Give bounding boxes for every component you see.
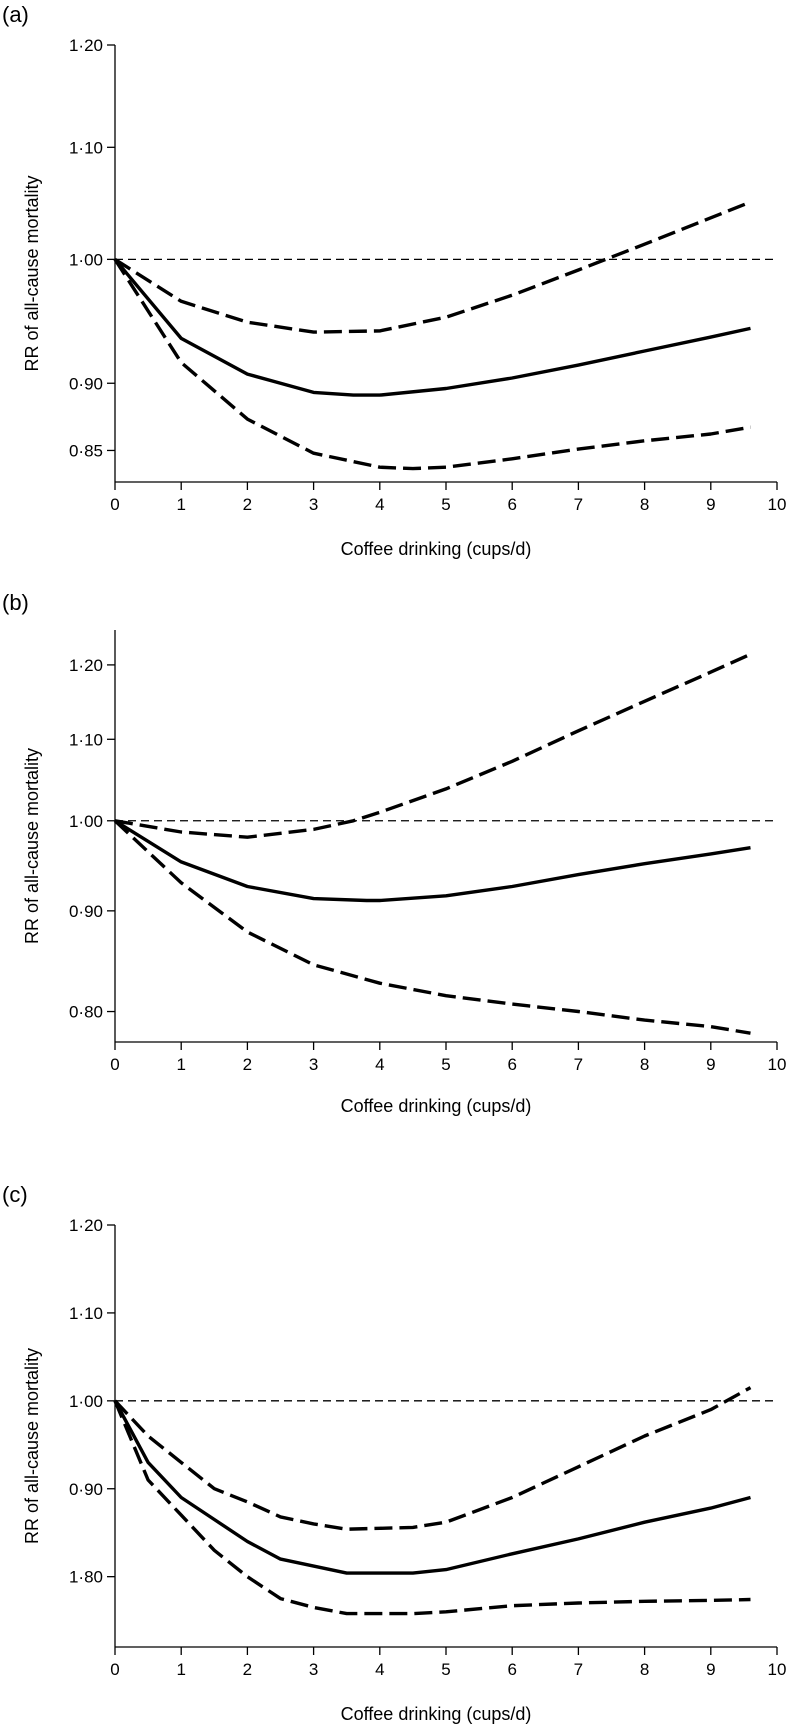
x-tick-label-a-7: 7 [574, 495, 583, 514]
x-tick-label-a-5: 5 [441, 495, 450, 514]
x-axis-title-b: Coffee drinking (cups/d) [341, 1096, 532, 1116]
x-tick-label-a-6: 6 [507, 495, 516, 514]
panel-label-a: (a) [2, 2, 29, 27]
panel-label-b: (b) [2, 590, 29, 615]
x-tick-label-b-7: 7 [574, 1055, 583, 1074]
x-tick-label-c-0: 0 [110, 1660, 119, 1679]
series-lower-ci-c [113, 1400, 751, 1616]
series-lower-ci-a [113, 258, 751, 471]
x-tick-label-b-2: 2 [243, 1055, 252, 1074]
x-tick-label-c-2: 2 [243, 1660, 252, 1679]
x-tick-label-c-4: 4 [375, 1660, 384, 1679]
chart-panel-a: (a) 0·85 0·90 1·00 1·10 1·20 0 1 2 3 4 5 6 7 8 9 10 Coffe… [0, 0, 787, 560]
y-tick-label-b-1: 0·90 [69, 902, 103, 921]
y-tick-label-a-1: 0·90 [69, 374, 103, 393]
x-tick-label-a-3: 3 [309, 495, 318, 514]
y-tick-label-b-4: 1·20 [69, 656, 103, 675]
y-tick-label-c-0: 1·80 [69, 1568, 103, 1587]
x-axis-title-c: Coffee drinking (cups/d) [341, 1704, 532, 1724]
x-tick-label-b-10: 10 [768, 1055, 787, 1074]
x-tick-label-b-6: 6 [507, 1055, 516, 1074]
x-tick-label-a-0: 0 [110, 495, 119, 514]
series-upper-ci-b [114, 652, 752, 839]
y-tick-label-c-1: 0·90 [69, 1480, 103, 1499]
y-tick-label-b-3: 1·10 [69, 730, 103, 749]
x-tick-label-c-6: 6 [507, 1660, 516, 1679]
x-tick-label-c-7: 7 [574, 1660, 583, 1679]
y-tick-label-a-3: 1·10 [69, 138, 103, 157]
y-tick-label-a-2: 1·00 [69, 250, 103, 269]
x-tick-label-b-8: 8 [640, 1055, 649, 1074]
x-tick-label-a-1: 1 [176, 495, 185, 514]
series-lower-ci-b [113, 819, 751, 1035]
x-tick-label-a-4: 4 [375, 495, 384, 514]
y-tick-label-c-2: 1·00 [69, 1392, 103, 1411]
x-tick-label-c-8: 8 [640, 1660, 649, 1679]
x-tick-label-c-3: 3 [309, 1660, 318, 1679]
series-estimate-b [114, 819, 751, 903]
x-tick-label-b-3: 3 [309, 1055, 318, 1074]
panel-label-c: (c) [2, 1182, 28, 1207]
y-tick-label-c-4: 1·20 [69, 1216, 103, 1235]
y-axis-title-c: RR of all-cause mortality [22, 1348, 42, 1544]
x-tick-label-c-9: 9 [706, 1660, 715, 1679]
x-tick-label-b-5: 5 [441, 1055, 450, 1074]
series-estimate-c [113, 1399, 751, 1575]
y-axis-title-a: RR of all-cause mortality [22, 175, 42, 371]
chart-panel-c: (c) 1·80 0·90 1·00 1·10 1·20 0 1 2 3 4 5 6 7 8 9 10 Coffe… [0, 1180, 787, 1729]
x-tick-label-c-10: 10 [768, 1660, 787, 1679]
x-tick-label-a-8: 8 [640, 495, 649, 514]
chart-panel-b: (b) 0·80 0·90 1·00 1·10 1·20 0 1 2 3 4 5 6 7 8 9 10 Coffe… [0, 590, 787, 1150]
x-tick-label-b-9: 9 [706, 1055, 715, 1074]
chart-a-svg: (a) 0·85 0·90 1·00 1·10 1·20 0 1 2 3 4 5 6 7 8 9 10 Coffe… [2, 2, 787, 559]
y-axis-title-b: RR of all-cause mortality [22, 748, 42, 944]
x-axis-title-a: Coffee drinking (cups/d) [341, 539, 532, 559]
x-tick-label-c-1: 1 [176, 1660, 185, 1679]
x-tick-label-a-2: 2 [243, 495, 252, 514]
x-tick-label-a-9: 9 [706, 495, 715, 514]
x-tick-label-b-1: 1 [176, 1055, 185, 1074]
x-tick-label-a-10: 10 [768, 495, 787, 514]
y-tick-label-b-0: 0·80 [69, 1003, 103, 1022]
x-tick-label-b-4: 4 [375, 1055, 384, 1074]
y-tick-label-b-2: 1·00 [69, 812, 103, 831]
y-tick-label-a-0: 0·85 [69, 441, 103, 460]
chart-b-svg: (b) 0·80 0·90 1·00 1·10 1·20 0 1 2 3 4 5 6 7 8 9 10 Coffe… [2, 590, 787, 1116]
y-tick-label-c-3: 1·10 [69, 1304, 103, 1323]
y-tick-label-a-4: 1·20 [69, 36, 103, 55]
x-tick-label-b-0: 0 [110, 1055, 119, 1074]
series-estimate-a [113, 258, 751, 397]
series-upper-ci-a [114, 200, 752, 334]
x-tick-label-c-5: 5 [441, 1660, 450, 1679]
chart-c-svg: (c) 1·80 0·90 1·00 1·10 1·20 0 1 2 3 4 5 6 7 8 9 10 Coffe… [2, 1182, 787, 1724]
series-upper-ci-c [113, 1386, 752, 1531]
